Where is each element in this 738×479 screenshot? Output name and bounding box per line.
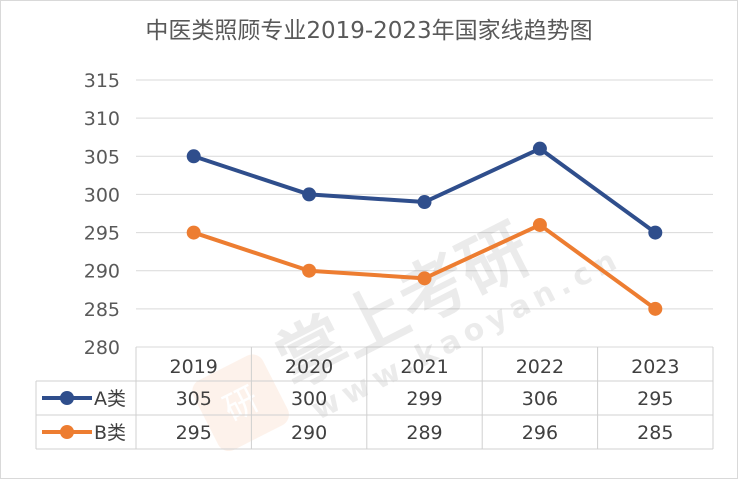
y-tick-label: 290 [84, 261, 120, 283]
y-axis-ticks: 280 285 290 295 300 305 310 315 [84, 70, 120, 359]
data-table-cell: 300 [291, 388, 327, 410]
category-label: 2023 [631, 356, 679, 378]
data-point [302, 187, 317, 202]
series-markers [186, 141, 663, 316]
y-tick-label: 285 [84, 299, 120, 321]
data-point [417, 271, 432, 286]
y-tick-label: 280 [84, 337, 120, 359]
watermark-logo [192, 354, 289, 452]
data-table-cell: 305 [176, 388, 212, 410]
y-tick-label: 315 [84, 70, 120, 92]
data-point [532, 217, 547, 232]
y-tick-label: 305 [84, 146, 120, 168]
legend-marker [60, 391, 74, 405]
data-point [417, 195, 432, 210]
legend-marker [60, 425, 74, 439]
data-table-cell: 295 [637, 388, 673, 410]
data-table-cell: 299 [406, 388, 442, 410]
series-line [193, 146, 657, 235]
legend-label: A类 [94, 388, 126, 410]
category-label: 2020 [285, 356, 333, 378]
data-point [186, 225, 201, 240]
data-table: 2019 2020 2021 2022 2023 A类 305 300 299 306 295 B类 2… [35, 347, 714, 450]
data-table-cell: 296 [522, 422, 558, 444]
data-point [302, 263, 317, 278]
data-table-cell: 289 [406, 422, 442, 444]
y-tick-label: 295 [84, 223, 120, 245]
gridlines [136, 79, 713, 348]
data-point [648, 301, 663, 316]
category-label: 2022 [516, 356, 564, 378]
watermark: 研 掌上考研 www.kaoyan.cn [192, 210, 627, 452]
data-table-cell: 306 [522, 388, 558, 410]
category-label: 2019 [170, 356, 218, 378]
data-point [532, 141, 547, 156]
data-point [648, 225, 663, 240]
y-tick-label: 300 [84, 184, 120, 206]
chart-title: 中医类照顾专业2019-2023年国家线趋势图 [145, 18, 592, 44]
data-point [186, 149, 201, 164]
legend-label: B类 [94, 422, 126, 444]
data-table-cell: 290 [291, 422, 327, 444]
y-tick-label: 310 [84, 108, 120, 130]
data-table-cell: 285 [637, 422, 673, 444]
category-label: 2021 [400, 356, 448, 378]
data-table-cell: 295 [176, 422, 212, 444]
